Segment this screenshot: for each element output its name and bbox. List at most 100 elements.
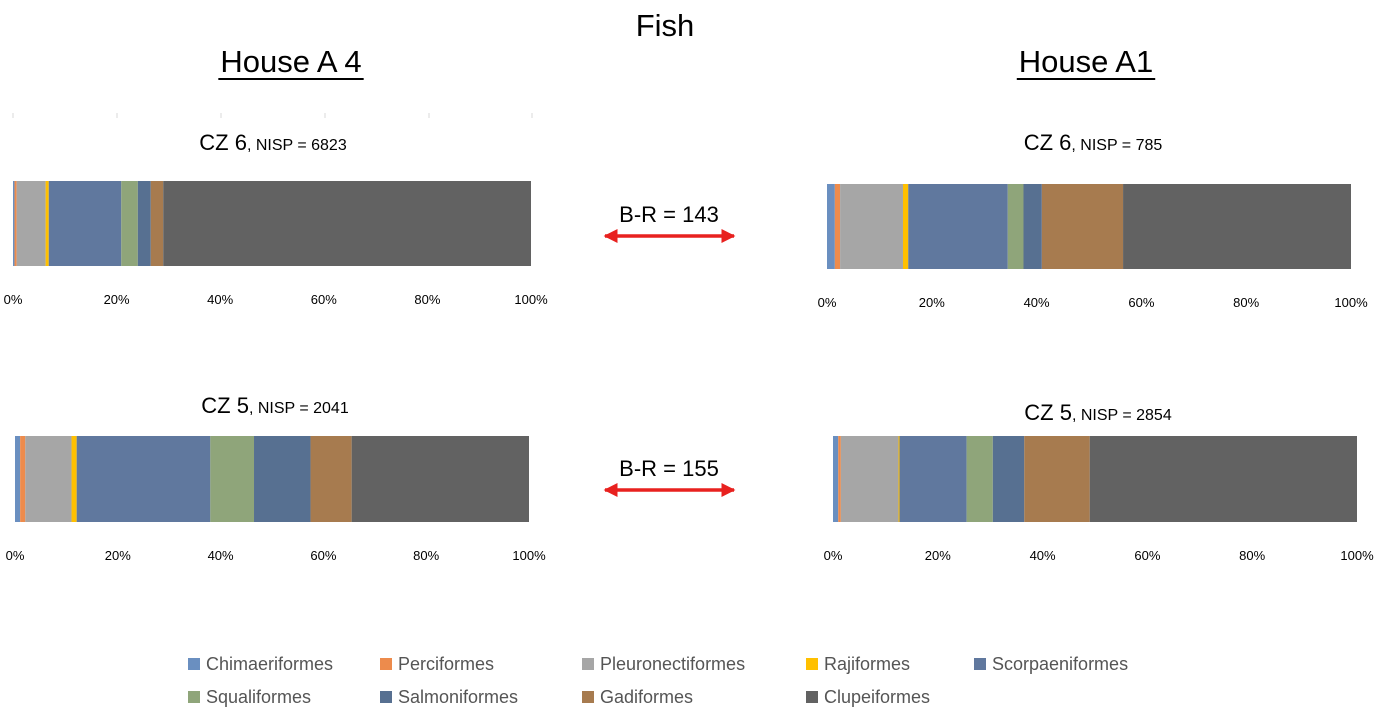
stacked-bar xyxy=(833,436,1357,522)
bar-segment-rajiformes xyxy=(902,184,909,269)
x-tick-label: 40% xyxy=(1030,548,1056,563)
house-heading-a1: House A1 xyxy=(1019,44,1153,79)
legend-swatch xyxy=(188,691,200,703)
x-tick-label: 20% xyxy=(925,548,951,563)
legend-swatch xyxy=(974,658,986,670)
x-tick-label: 60% xyxy=(1134,548,1160,563)
x-tick-labels: 0% 20% 40% 60% 80% 100% xyxy=(6,548,546,563)
legend-swatch xyxy=(380,691,392,703)
bar-segment-perciformes xyxy=(834,184,841,269)
bar-segment-pleuronectiformes xyxy=(16,181,46,266)
bar-segment-rajiformes xyxy=(898,436,900,522)
bar-segment-salmoniformes xyxy=(254,436,311,522)
x-tick-label: 80% xyxy=(1233,295,1259,310)
legend-swatch xyxy=(380,658,392,670)
panel-title-main: CZ 5 xyxy=(201,393,249,418)
x-tick-label: 20% xyxy=(105,548,131,563)
x-tick-label: 40% xyxy=(208,548,234,563)
bar-segment-scorpaeniformes xyxy=(48,181,122,266)
panel-title: CZ 5, NISP = 2854 xyxy=(1024,400,1172,425)
x-tick-labels: 0% 20% 40% 60% 80% 100% xyxy=(824,548,1374,563)
bar-segment-perciformes xyxy=(20,436,26,522)
panel-title-main: CZ 5 xyxy=(1024,400,1072,425)
x-tick-labels: 0% 20% 40% 60% 80% 100% xyxy=(818,295,1368,310)
panel-title-nisp: , NISP = 6823 xyxy=(247,137,347,154)
bar-segment-chimaeriformes xyxy=(13,181,15,266)
panel-title: CZ 6, NISP = 6823 xyxy=(199,130,347,155)
bar-segment-pleuronectiformes xyxy=(840,436,899,522)
stacked-bar xyxy=(15,436,529,522)
x-tick-label: 40% xyxy=(207,292,233,307)
bar-segment-perciformes xyxy=(838,436,841,522)
bar-segment-salmoniformes xyxy=(137,181,151,266)
legend-label: Clupeiformes xyxy=(824,687,930,707)
legend-label: Perciformes xyxy=(398,654,494,674)
x-tick-label: 0% xyxy=(4,292,23,307)
x-tick-label: 40% xyxy=(1024,295,1050,310)
x-tick-labels: 0% 20% 40% 60% 80% 100% xyxy=(4,292,548,307)
legend-label: Chimaeriformes xyxy=(206,654,333,674)
x-tick-label: 100% xyxy=(514,292,548,307)
legend-swatch xyxy=(806,658,818,670)
panel-title: CZ 6, NISP = 785 xyxy=(1024,130,1163,155)
legend-swatch xyxy=(582,691,594,703)
stacked-bar xyxy=(13,181,531,266)
legend-swatch xyxy=(188,658,200,670)
panel-title-nisp: , NISP = 2041 xyxy=(249,400,349,417)
panel-a4-cz6: CZ 6, NISP = 6823 0% 20% 40% 60% 80% 100% xyxy=(4,130,548,307)
bar-segment-scorpaeniformes xyxy=(908,184,1008,269)
panel-title: CZ 5, NISP = 2041 xyxy=(201,393,349,418)
panel-title-main: CZ 6 xyxy=(1024,130,1072,155)
x-tick-label: 80% xyxy=(1239,548,1265,563)
panel-title-main: CZ 6 xyxy=(199,130,247,155)
legend-label: Rajiformes xyxy=(824,654,910,674)
bar-segment-squaliformes xyxy=(966,436,993,522)
bar-segment-clupeiformes xyxy=(351,436,529,522)
bar-segment-rajiformes xyxy=(45,181,49,266)
legend-label: Gadiformes xyxy=(600,687,693,707)
x-tick-label: 60% xyxy=(310,548,336,563)
panel-a1-cz5: CZ 5, NISP = 2854 0% 20% 40% 60% 80% 100% xyxy=(824,400,1374,563)
bar-segment-gadiformes xyxy=(310,436,352,522)
x-tick-label: 80% xyxy=(413,548,439,563)
bar-segment-squaliformes xyxy=(121,181,138,266)
bar-segment-gadiformes xyxy=(1041,184,1124,269)
bar-segment-chimaeriformes xyxy=(827,184,835,269)
bar-segment-perciformes xyxy=(14,181,17,266)
bar-segment-pleuronectiformes xyxy=(25,436,72,522)
bar-segment-pleuronectiformes xyxy=(840,184,903,269)
bar-segment-chimaeriformes xyxy=(833,436,839,522)
bar-segment-salmoniformes xyxy=(992,436,1025,522)
x-tick-label: 60% xyxy=(1128,295,1154,310)
x-tick-label: 20% xyxy=(104,292,130,307)
bar-segment-clupeiformes xyxy=(1089,436,1357,522)
bar-segment-clupeiformes xyxy=(1123,184,1351,269)
legend-label: Squaliformes xyxy=(206,687,311,707)
bar-segment-scorpaeniformes xyxy=(76,436,211,522)
legend-swatch xyxy=(806,691,818,703)
legend-label: Pleuronectiformes xyxy=(600,654,745,674)
legend-label: Salmoniformes xyxy=(398,687,518,707)
house-heading-a4: House A 4 xyxy=(220,44,361,79)
figure-title: Fish xyxy=(636,8,695,43)
x-tick-label: 60% xyxy=(311,292,337,307)
x-tick-label: 20% xyxy=(919,295,945,310)
bar-segment-gadiformes xyxy=(150,181,164,266)
legend-label: Scorpaeniformes xyxy=(992,654,1128,674)
x-tick-label: 0% xyxy=(6,548,25,563)
x-tick-label: 0% xyxy=(824,548,843,563)
panel-a4-cz5: CZ 5, NISP = 2041 0% 20% 40% 60% 80% 100% xyxy=(6,393,546,563)
br-label-cz5: B-R = 155 xyxy=(619,456,719,481)
bar-segment-scorpaeniformes xyxy=(899,436,967,522)
br-label-cz6: B-R = 143 xyxy=(619,202,719,227)
x-tick-label: 100% xyxy=(1334,295,1368,310)
x-tick-label: 100% xyxy=(512,548,546,563)
bar-segment-clupeiformes xyxy=(163,181,531,266)
x-tick-label: 100% xyxy=(1340,548,1374,563)
panel-title-nisp: , NISP = 2854 xyxy=(1072,407,1172,424)
bar-segment-squaliformes xyxy=(210,436,255,522)
panel-title-nisp: , NISP = 785 xyxy=(1071,137,1162,154)
legend: Chimaeriformes Perciformes Pleuronectiform… xyxy=(188,654,1128,707)
bar-segment-squaliformes xyxy=(1007,184,1024,269)
